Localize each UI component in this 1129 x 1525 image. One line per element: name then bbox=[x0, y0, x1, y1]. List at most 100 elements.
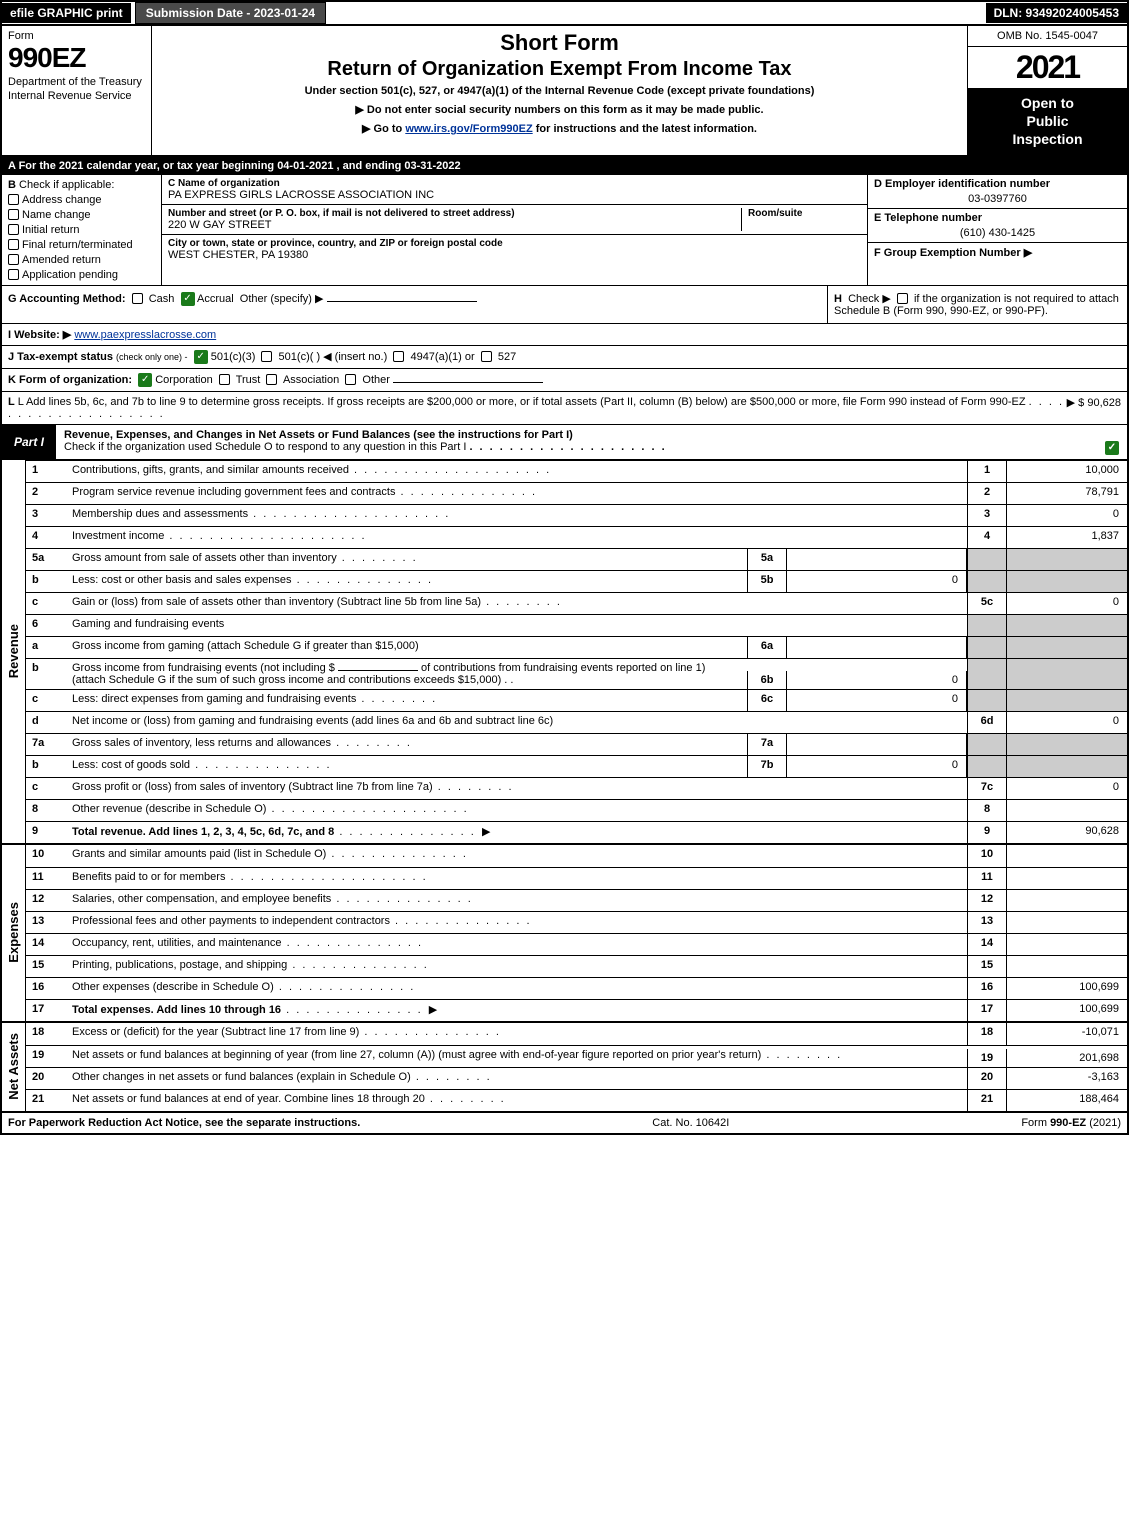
line-21-value: 188,464 bbox=[1007, 1090, 1127, 1111]
org-name-row: C Name of organization PA EXPRESS GIRLS … bbox=[162, 175, 867, 205]
revenue-side-label: Revenue bbox=[2, 460, 26, 843]
line-20-value: -3,163 bbox=[1007, 1068, 1127, 1089]
phone-row: E Telephone number (610) 430-1425 bbox=[868, 209, 1127, 243]
b-hdr: B bbox=[8, 179, 16, 191]
irs-link[interactable]: www.irs.gov/Form990EZ bbox=[405, 123, 532, 135]
line-7b: b Less: cost of goods sold 7b 0 bbox=[2, 755, 1127, 777]
omb-number: OMB No. 1545-0047 bbox=[968, 26, 1127, 47]
j-label: J Tax-exempt status bbox=[8, 351, 113, 363]
phone-label: E Telephone number bbox=[874, 212, 1121, 224]
footer-mid: Cat. No. 10642I bbox=[652, 1117, 729, 1129]
note-link: ▶ Go to www.irs.gov/Form990EZ for instru… bbox=[156, 122, 963, 135]
line-17-value: 100,699 bbox=[1007, 1000, 1127, 1021]
row-g-h: G Accounting Method: Cash ✓ Accrual Othe… bbox=[2, 286, 1127, 324]
header-middle: Short Form Return of Organization Exempt… bbox=[152, 26, 967, 155]
chk-other-org[interactable] bbox=[345, 374, 356, 385]
chk-association[interactable] bbox=[266, 374, 277, 385]
chk-527[interactable] bbox=[481, 351, 492, 362]
l-amount: ▶ $ 90,628 bbox=[1067, 396, 1121, 420]
line-7c-value: 0 bbox=[1007, 778, 1127, 799]
section-b-c-d: B Check if applicable: Address change Na… bbox=[2, 175, 1127, 286]
note-link-post: for instructions and the latest informat… bbox=[533, 123, 757, 135]
note-ssn: ▶ Do not enter social security numbers o… bbox=[156, 103, 963, 116]
netassets-section: Net Assets 18 Excess or (deficit) for th… bbox=[2, 1021, 1127, 1113]
line-7b-value: 0 bbox=[787, 756, 967, 777]
line-5c: c Gain or (loss) from sale of assets oth… bbox=[2, 592, 1127, 614]
line-7c: c Gross profit or (loss) from sales of i… bbox=[2, 777, 1127, 799]
ein-row: D Employer identification number 03-0397… bbox=[868, 175, 1127, 209]
line-4-value: 1,837 bbox=[1007, 527, 1127, 548]
line-5b-value: 0 bbox=[787, 571, 967, 592]
chk-501c3-checked[interactable]: ✓ bbox=[194, 350, 208, 364]
line-6d-value: 0 bbox=[1007, 712, 1127, 733]
row-j: J Tax-exempt status (check only one) - ✓… bbox=[2, 346, 1127, 369]
i-label: I Website: ▶ bbox=[8, 329, 71, 341]
title-return: Return of Organization Exempt From Incom… bbox=[156, 58, 963, 81]
line-10: 10 Grants and similar amounts paid (list… bbox=[2, 845, 1127, 867]
footer: For Paperwork Reduction Act Notice, see … bbox=[2, 1113, 1127, 1133]
chk-initial-return[interactable]: Initial return bbox=[8, 224, 155, 236]
line-5a: 5a Gross amount from sale of assets othe… bbox=[2, 548, 1127, 570]
submission-date: Submission Date - 2023-01-24 bbox=[135, 2, 326, 24]
expenses-side-label: Expenses bbox=[2, 845, 26, 1021]
open-line1: Open to bbox=[972, 94, 1123, 112]
chk-final-return[interactable]: Final return/terminated bbox=[8, 239, 155, 251]
part-i-title: Revenue, Expenses, and Changes in Net As… bbox=[56, 425, 1127, 459]
form-number: 990EZ bbox=[8, 42, 145, 74]
chk-name-change[interactable]: Name change bbox=[8, 209, 155, 221]
chk-cash[interactable] bbox=[132, 293, 143, 304]
b-label: Check if applicable: bbox=[19, 179, 114, 191]
chk-trust[interactable] bbox=[219, 374, 230, 385]
chk-schedule-o-checked[interactable]: ✓ bbox=[1105, 441, 1119, 455]
line-16: 16 Other expenses (describe in Schedule … bbox=[2, 977, 1127, 999]
row-l: L L Add lines 5b, 6c, and 7b to line 9 t… bbox=[2, 392, 1127, 425]
chk-accrual-checked[interactable]: ✓ bbox=[181, 292, 195, 306]
part-i-tag: Part I bbox=[2, 431, 56, 453]
row-i: I Website: ▶ www.paexpresslacrosse.com bbox=[2, 324, 1127, 346]
chk-application-pending[interactable]: Application pending bbox=[8, 269, 155, 281]
line-13: 13 Professional fees and other payments … bbox=[2, 911, 1127, 933]
form-header: Form 990EZ Department of the Treasury In… bbox=[2, 26, 1127, 157]
addr-value: 220 W GAY STREET bbox=[168, 219, 741, 231]
website-link[interactable]: www.paexpresslacrosse.com bbox=[74, 329, 216, 341]
line-20: 20 Other changes in net assets or fund b… bbox=[2, 1067, 1127, 1089]
line-15: 15 Printing, publications, postage, and … bbox=[2, 955, 1127, 977]
ein-label: D Employer identification number bbox=[874, 178, 1121, 190]
line-18: 18 Excess or (deficit) for the year (Sub… bbox=[2, 1023, 1127, 1045]
note-link-pre: ▶ Go to bbox=[362, 123, 405, 135]
dln-label: DLN: 93492024005453 bbox=[986, 3, 1127, 23]
addr-label: Number and street (or P. O. box, if mail… bbox=[168, 208, 741, 219]
chk-501c[interactable] bbox=[261, 351, 272, 362]
line-6d: d Net income or (loss) from gaming and f… bbox=[2, 711, 1127, 733]
chk-amended-return[interactable]: Amended return bbox=[8, 254, 155, 266]
form-word: Form bbox=[8, 30, 145, 42]
chk-4947[interactable] bbox=[393, 351, 404, 362]
open-line3: Inspection bbox=[972, 130, 1123, 148]
line-6c-value: 0 bbox=[787, 690, 967, 711]
line-16-value: 100,699 bbox=[1007, 978, 1127, 999]
line-18-value: -10,071 bbox=[1007, 1023, 1127, 1045]
line-14: 14 Occupancy, rent, utilities, and maint… bbox=[2, 933, 1127, 955]
form-990ez-document: efile GRAPHIC print Submission Date - 20… bbox=[0, 0, 1129, 1135]
chk-h[interactable] bbox=[897, 293, 908, 304]
chk-corporation-checked[interactable]: ✓ bbox=[138, 373, 152, 387]
line-19: 19 Net assets or fund balances at beginn… bbox=[2, 1045, 1127, 1067]
section-c: C Name of organization PA EXPRESS GIRLS … bbox=[162, 175, 867, 285]
line-21: 21 Net assets or fund balances at end of… bbox=[2, 1089, 1127, 1111]
line-4: 4 Investment income 4 1,837 bbox=[2, 526, 1127, 548]
line-3-value: 0 bbox=[1007, 505, 1127, 526]
row-a-taxyear: A For the 2021 calendar year, or tax yea… bbox=[2, 157, 1127, 175]
line-9-value: 90,628 bbox=[1007, 822, 1127, 843]
l-text: L L Add lines 5b, 6c, and 7b to line 9 t… bbox=[8, 396, 1067, 420]
org-name: PA EXPRESS GIRLS LACROSSE ASSOCIATION IN… bbox=[168, 189, 861, 201]
tax-year: 2021 bbox=[968, 47, 1127, 88]
topbar: efile GRAPHIC print Submission Date - 20… bbox=[2, 2, 1127, 26]
city-value: WEST CHESTER, PA 19380 bbox=[168, 249, 861, 261]
line-5b: b Less: cost or other basis and sales ex… bbox=[2, 570, 1127, 592]
line-19-value: 201,698 bbox=[1007, 1049, 1127, 1067]
line-6a: a Gross income from gaming (attach Sched… bbox=[2, 636, 1127, 658]
city-row: City or town, state or province, country… bbox=[162, 235, 867, 264]
line-6c: c Less: direct expenses from gaming and … bbox=[2, 689, 1127, 711]
revenue-section: Revenue 1 Contributions, gifts, grants, … bbox=[2, 460, 1127, 843]
chk-address-change[interactable]: Address change bbox=[8, 194, 155, 206]
